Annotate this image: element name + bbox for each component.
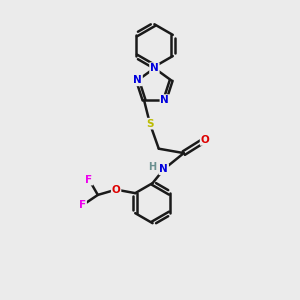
Text: N: N	[159, 164, 168, 174]
Text: N: N	[150, 63, 159, 73]
Text: O: O	[112, 184, 121, 195]
Text: N: N	[160, 95, 169, 105]
Text: O: O	[201, 135, 209, 145]
Text: N: N	[133, 75, 142, 85]
Text: F: F	[79, 200, 86, 210]
Text: S: S	[146, 119, 154, 129]
Text: H: H	[148, 162, 157, 172]
Text: F: F	[85, 175, 93, 184]
